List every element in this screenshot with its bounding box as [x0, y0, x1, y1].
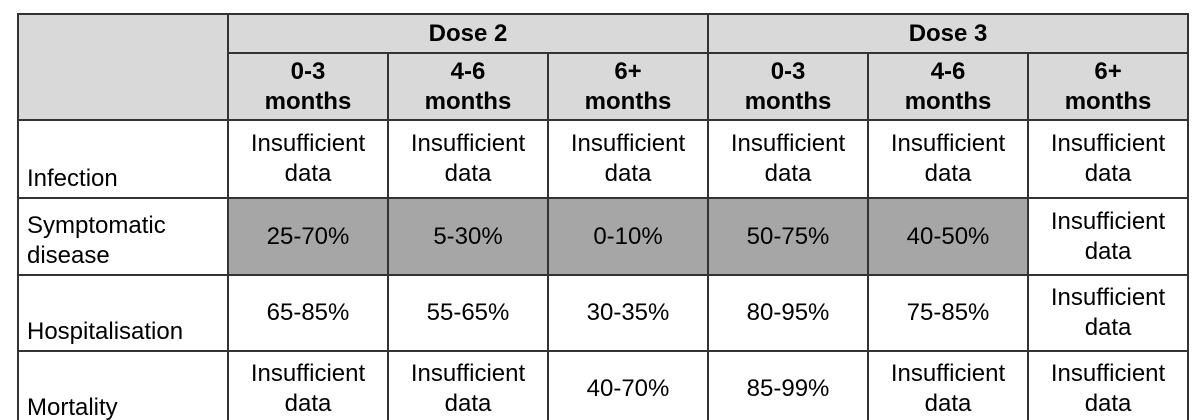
- cell-infection-dose3-4-6: Insufficient data: [867, 119, 1030, 199]
- cell-hospitalisation-dose3-0-3: 80-95%: [707, 274, 870, 352]
- interval-unit: months: [744, 87, 832, 115]
- table-row-symptomatic-disease: Symptomatic disease 25-70% 5-30% 0-10% 5…: [17, 197, 1190, 276]
- group-header-dose3: Dose 3: [707, 13, 1190, 54]
- cell-infection-dose3-6plus: Insufficient data: [1027, 119, 1190, 199]
- cell-hospitalisation-dose2-4-6: 55-65%: [387, 274, 549, 352]
- interval-header-dose2-4-6: 4-6 months: [387, 52, 549, 121]
- interval-unit: months: [584, 87, 672, 115]
- effectiveness-table: Dose 2 Dose 3 0-3 months 4-6 months 6+ m…: [17, 13, 1190, 420]
- row-label-infection: Infection: [17, 119, 229, 199]
- interval-unit: months: [424, 87, 512, 115]
- interval-range: 6+: [614, 57, 642, 85]
- interval-header-dose3-4-6: 4-6 months: [867, 52, 1030, 121]
- interval-unit: months: [264, 87, 352, 115]
- cell-symptomatic-dose3-0-3: 50-75%: [707, 197, 870, 276]
- cell-hospitalisation-dose2-0-3: 65-85%: [227, 274, 389, 352]
- interval-header-dose3-6plus: 6+ months: [1027, 52, 1190, 121]
- cell-infection-dose2-0-3: Insufficient data: [227, 119, 389, 199]
- cell-mortality-dose3-6plus: Insufficient data: [1027, 350, 1190, 420]
- cell-symptomatic-dose2-0-3: 25-70%: [227, 197, 389, 276]
- interval-unit: months: [904, 87, 992, 115]
- interval-unit: months: [1064, 87, 1152, 115]
- row-label-symptomatic-disease: Symptomatic disease: [17, 197, 229, 276]
- interval-header-dose2-6plus: 6+ months: [546, 52, 710, 121]
- interval-header-row: 0-3 months 4-6 months 6+ months 0-3 mont…: [18, 52, 1190, 121]
- cell-symptomatic-dose3-4-6: 40-50%: [867, 197, 1030, 276]
- cell-infection-dose3-0-3: Insufficient data: [707, 119, 870, 199]
- cell-hospitalisation-dose3-4-6: 75-85%: [867, 274, 1030, 352]
- interval-header-dose3-0-3: 0-3 months: [707, 52, 870, 121]
- table-row-hospitalisation: Hospitalisation 65-85% 55-65% 30-35% 80-…: [17, 274, 1190, 352]
- interval-range: 6+: [1094, 57, 1122, 85]
- cell-hospitalisation-dose3-6plus: Insufficient data: [1027, 274, 1190, 352]
- cell-mortality-dose2-6plus: 40-70%: [546, 350, 710, 420]
- interval-range: 4-6: [930, 57, 966, 85]
- cell-hospitalisation-dose2-6plus: 30-35%: [546, 274, 710, 352]
- cell-mortality-dose3-0-3: 85-99%: [707, 350, 870, 420]
- interval-range: 0-3: [770, 57, 806, 85]
- cell-symptomatic-dose2-4-6: 5-30%: [387, 197, 549, 276]
- interval-header-dose2-0-3: 0-3 months: [227, 52, 389, 121]
- table-row-infection: Infection Insufficient data Insufficient…: [17, 119, 1190, 199]
- cell-infection-dose2-4-6: Insufficient data: [387, 119, 549, 199]
- interval-range: 0-3: [290, 57, 326, 85]
- group-header-row: Dose 2 Dose 3: [17, 13, 1190, 121]
- group-header-dose2: Dose 2: [226, 13, 710, 54]
- cell-infection-dose2-6plus: Insufficient data: [546, 119, 710, 199]
- row-label-hospitalisation: Hospitalisation: [17, 274, 229, 352]
- cell-mortality-dose2-4-6: Insufficient data: [387, 350, 549, 420]
- row-label-mortality: Mortality: [17, 350, 229, 420]
- corner-cell: [17, 13, 229, 121]
- table-row-mortality: Mortality Insufficient data Insufficient…: [17, 350, 1190, 420]
- interval-range: 4-6: [450, 57, 486, 85]
- cell-symptomatic-dose3-6plus: Insufficient data: [1027, 197, 1190, 276]
- cell-symptomatic-dose2-6plus: 0-10%: [546, 197, 710, 276]
- cell-mortality-dose2-0-3: Insufficient data: [227, 350, 389, 420]
- cell-mortality-dose3-4-6: Insufficient data: [867, 350, 1030, 420]
